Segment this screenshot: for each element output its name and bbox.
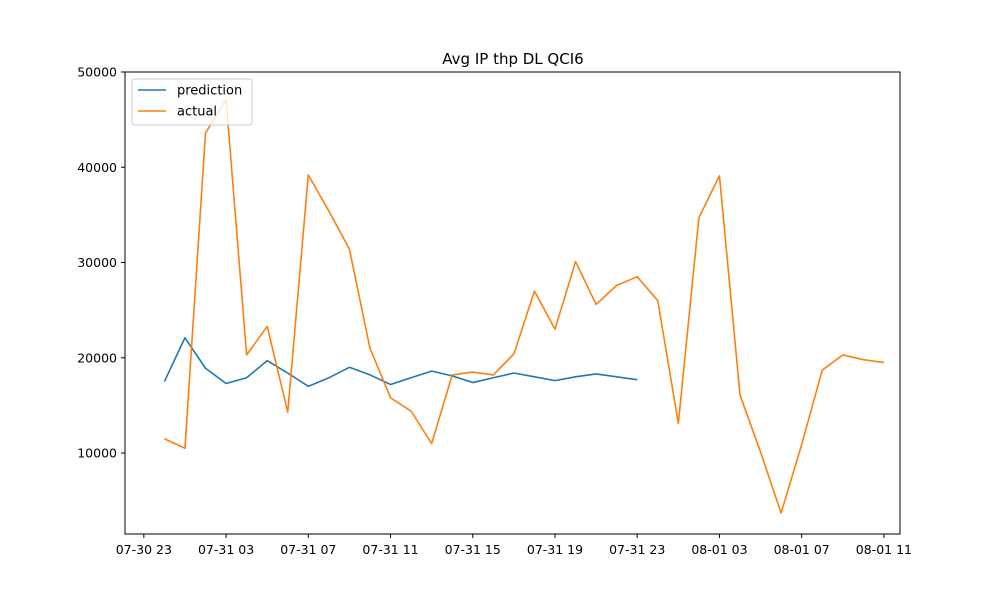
x-tick-label: 07-31 23: [609, 542, 665, 557]
legend-label-prediction: prediction: [177, 84, 242, 99]
y-tick-label: 50000: [77, 65, 117, 80]
x-tick-label: 07-31 03: [198, 542, 254, 557]
x-tick-label: 07-31 11: [362, 542, 418, 557]
series-line-prediction: [163, 336, 638, 388]
x-tick-label: 08-01 07: [774, 542, 830, 557]
plot-frame: [124, 71, 901, 535]
chart-title: Avg IP thp DL QCI6: [442, 50, 583, 68]
x-tick-label: 07-31 19: [527, 542, 583, 557]
x-tick-label: 07-31 07: [280, 542, 336, 557]
plot-area: [163, 98, 885, 514]
x-tick-label: 08-01 03: [691, 542, 747, 557]
x-tick-label: 08-01 11: [856, 542, 912, 557]
y-tick-label: 10000: [77, 446, 117, 461]
y-tick-label: 30000: [77, 255, 117, 270]
series-line-actual: [164, 98, 885, 514]
legend-label-actual: actual: [177, 105, 217, 120]
legend: prediction actual: [131, 78, 253, 126]
x-tick-label: 07-31 15: [445, 542, 501, 557]
x-tick-label: 07-30 23: [116, 542, 172, 557]
y-tick-label: 20000: [77, 350, 117, 365]
axes: 10000 20000 30000 40000 50000 07-30 23 07-31 0…: [77, 65, 912, 558]
y-tick-label: 40000: [77, 160, 117, 175]
